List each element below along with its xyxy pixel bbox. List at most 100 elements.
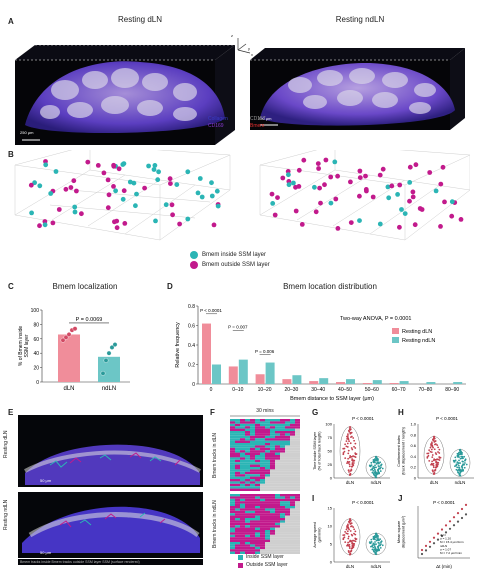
violin-point [347,527,350,530]
f-track-cell [290,542,295,545]
f-track-cell [230,483,235,487]
f-track-cell [235,496,240,499]
f-track-cell [270,440,275,443]
bmem-dot-ndln [270,201,276,206]
violin-point [372,473,375,476]
f-track-cell [230,471,235,475]
violin-point [374,538,376,541]
bmem-dot-dln [53,169,59,174]
f-track-cell [260,471,265,475]
f-track-cell [240,457,245,460]
c-data-point [60,337,66,343]
f-track-cell [265,486,270,489]
f-track-cell [245,522,250,526]
f-track-cell [280,549,285,552]
f-track-cell [230,431,235,434]
d-x-tick-label: 60–70 [392,387,406,393]
f-track-cell [260,469,265,472]
violin-point [350,540,353,542]
f-track-cell [245,459,250,463]
f-track-cell [285,452,290,455]
c-bar-dln [58,334,80,382]
f-track-cell [230,518,235,521]
f-track-cell [230,428,235,431]
f-track-cell [295,443,300,446]
violin-point [348,521,351,524]
f-track-cell [235,467,240,470]
f-track-cell [230,544,235,547]
violin-point [352,462,355,464]
f-track-cell [245,546,250,550]
f-track-cell [250,527,255,530]
violin-y-tick-label: 5 [330,542,333,547]
f-track-cell [235,518,240,521]
violin-point [429,450,432,453]
f-track-cell [290,464,295,467]
f-track-cell [265,445,270,448]
f-track-cell [260,483,265,487]
violin-point [435,460,437,463]
f-track-cell [240,476,245,479]
f-track-cell [285,546,290,550]
f-track-cell [280,450,285,453]
f-track-cell [290,549,295,552]
violin-point [352,526,355,529]
violin-point [370,461,373,464]
bmem-dot-dln [197,176,203,181]
violin-point [349,518,351,521]
violin-y-tick-label: 0.6 [410,443,416,448]
f-track-cell [260,546,265,550]
f-track-cell [260,467,265,470]
f-track-cell [260,494,265,497]
j-point-ndln [420,552,424,556]
f-track-cell [280,471,285,475]
f-track-cell [245,486,250,489]
f-track-cell [275,498,280,502]
f-track-cell [290,544,295,547]
violin-point [342,534,345,536]
f-track-cell [275,506,280,509]
f-track-cell [260,527,265,530]
f-track-cell [240,450,245,453]
f-track-cell [265,428,270,431]
f-track-cell [285,506,290,509]
f-track-cell [240,438,245,441]
f-track-cell [260,419,265,422]
f-track-cell [270,474,275,477]
bmem-dot-dln [37,183,43,189]
bmem-dot-dln [174,182,180,187]
violin-point [371,548,374,551]
violin-point [459,474,462,477]
violin-point [374,464,376,467]
f-track-cell [290,455,295,458]
violin-point [345,445,348,448]
violin-point [349,473,352,476]
f-track-cell [265,467,270,470]
violin-point [354,447,357,449]
f-track-cell [245,503,250,506]
f-track-cell [275,494,280,497]
violin-y-axis-label: (track displacement / length) [402,426,406,474]
violin-y-tick-label: 0 [330,560,333,565]
f-track-cell [260,510,265,514]
j-point-ndln [436,538,440,541]
f-track-cell [280,452,285,455]
f-track-cell [260,440,265,443]
f-track-cell [270,542,275,545]
f-track-cell [265,530,270,533]
violin-point [429,446,432,449]
f-track-cell [275,520,280,523]
violin-y-axis-label: Time inside SSM layer [313,431,317,470]
f-track-cell [285,534,290,538]
f-track-cell [260,433,265,436]
f-track-cell [280,426,285,429]
violin-point [372,465,375,468]
f-track-cell [275,518,280,521]
bmem-dot-ndln [380,166,386,172]
f-track-cell [265,537,270,540]
panel-e-scale-top: 50 μm [40,478,52,483]
violin-point [342,537,345,540]
violin-point [374,459,377,462]
f-track-cell [260,515,265,518]
f-track-cell [290,440,295,443]
